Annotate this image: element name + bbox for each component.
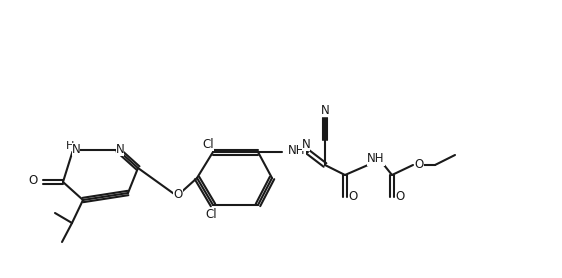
Text: O: O — [414, 158, 424, 170]
Text: H: H — [66, 141, 74, 151]
Text: O: O — [348, 190, 357, 202]
Text: N: N — [321, 103, 329, 116]
Text: O: O — [396, 190, 405, 202]
Text: Cl: Cl — [202, 138, 214, 150]
Text: Cl: Cl — [205, 208, 217, 222]
Text: O: O — [173, 188, 183, 202]
Text: NH: NH — [367, 153, 385, 165]
Text: N: N — [302, 138, 310, 150]
Text: O: O — [28, 175, 38, 187]
Text: NH: NH — [288, 145, 306, 158]
Text: N: N — [71, 143, 80, 155]
Text: N: N — [116, 143, 124, 155]
